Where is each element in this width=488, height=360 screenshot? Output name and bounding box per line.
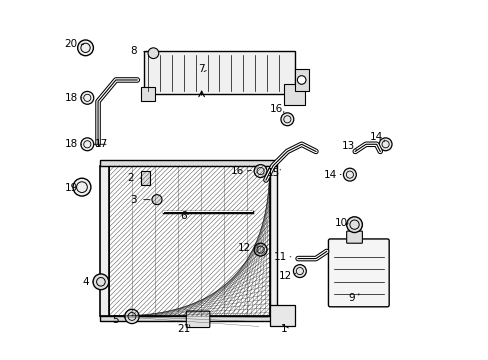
Text: 7: 7 [198, 64, 204, 74]
Circle shape [81, 138, 94, 151]
Circle shape [148, 48, 159, 59]
Text: 12: 12 [278, 271, 292, 282]
Text: 4: 4 [82, 277, 89, 287]
Circle shape [254, 243, 266, 256]
Text: 12: 12 [237, 243, 251, 253]
Circle shape [346, 217, 362, 233]
Bar [141, 171, 149, 185]
Circle shape [293, 265, 305, 278]
Bar [269, 166, 276, 316]
Circle shape [343, 168, 356, 181]
Text: 18: 18 [64, 139, 78, 149]
Text: 9: 9 [347, 293, 354, 303]
Text: 16: 16 [269, 104, 283, 113]
Circle shape [378, 138, 391, 151]
Bar [141, 87, 155, 102]
Bar [100, 316, 276, 321]
Bar [283, 84, 305, 105]
Bar [144, 51, 294, 94]
FancyBboxPatch shape [346, 231, 362, 243]
Circle shape [152, 195, 162, 204]
Text: 3: 3 [130, 195, 137, 204]
Bar [294, 69, 308, 91]
Text: 17: 17 [95, 139, 108, 149]
Text: 21: 21 [177, 324, 190, 334]
Circle shape [78, 40, 93, 56]
Text: 11: 11 [273, 252, 286, 262]
Text: 14: 14 [369, 132, 383, 142]
Text: 16: 16 [230, 166, 244, 176]
Text: 18: 18 [64, 93, 78, 103]
Text: 8: 8 [130, 46, 137, 57]
Circle shape [73, 178, 91, 196]
Text: 5: 5 [112, 315, 119, 325]
Text: 20: 20 [64, 39, 78, 49]
Bar [269, 305, 294, 327]
Text: 2: 2 [126, 173, 133, 183]
Bar [100, 166, 108, 316]
FancyBboxPatch shape [186, 311, 209, 328]
Text: 10: 10 [334, 218, 347, 228]
Circle shape [81, 91, 94, 104]
Circle shape [93, 274, 108, 290]
Circle shape [254, 165, 266, 177]
Text: 1: 1 [280, 324, 286, 334]
Text: 14: 14 [323, 170, 336, 180]
Circle shape [297, 76, 305, 84]
Text: 19: 19 [64, 183, 78, 193]
Bar [100, 160, 276, 166]
Text: 6: 6 [180, 211, 187, 221]
Text: 15: 15 [266, 168, 279, 178]
FancyBboxPatch shape [328, 239, 388, 307]
Text: 13: 13 [341, 141, 354, 151]
Bar [108, 166, 269, 316]
Circle shape [281, 113, 293, 126]
Circle shape [124, 309, 139, 324]
